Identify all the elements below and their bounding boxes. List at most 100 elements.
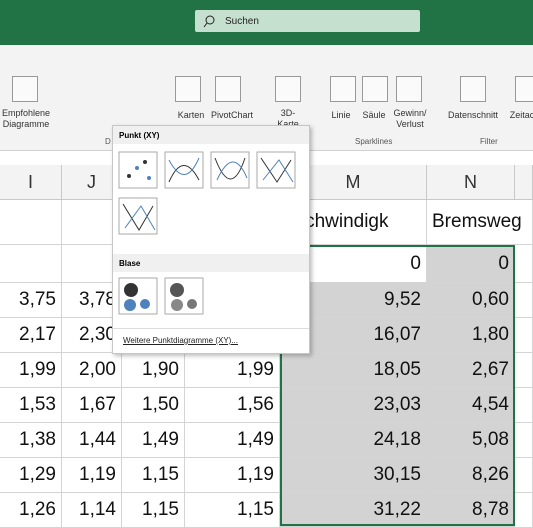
button-label: Zeitac [509,110,533,120]
ribbon-icon[interactable] [215,76,241,102]
button-label: Empfohlene [1,108,51,118]
cell: 0 [427,245,515,283]
button-label: Linie [331,110,351,120]
ribbon-icon[interactable] [12,76,38,102]
cell: 1,99 [0,353,62,388]
ribbon-button[interactable]: Zeitac [492,110,533,121]
bubble-icons [118,277,204,315]
button-label: Gewinn/ [393,108,427,118]
cell: 18,05 [280,353,427,388]
cell: 31,22 [280,493,427,528]
ribbon-button[interactable]: 3D- Karte [258,108,318,130]
more-scatter-link[interactable]: Weitere Punktdiagramme (XY)... [123,336,239,345]
scatter-smooth-icon[interactable] [210,151,250,189]
cell: 24,18 [280,423,427,458]
ribbon-icon[interactable] [460,76,486,102]
scatter-lines-icon[interactable] [118,197,158,235]
cell: 2,67 [427,353,515,388]
group-label: Filter [480,137,498,146]
cell: 1,49 [185,423,280,458]
cell: 1,99 [185,353,280,388]
cell: 1,15 [122,458,185,493]
button-label: Diagramme [2,119,50,129]
cell [515,388,533,423]
ribbon-icon[interactable] [175,76,201,102]
cell [515,200,533,245]
cell [515,245,533,283]
separator [113,328,309,329]
cell: 1,38 [0,423,62,458]
cell: 23,03 [280,388,427,423]
cell: 1,44 [62,423,122,458]
button-label: Datenschnitt [447,110,499,120]
button-label: 3D- [280,108,296,118]
search-icon [203,15,215,28]
cell: 1,80 [427,318,515,353]
ribbon-button[interactable]: Säule [344,110,404,121]
ribbon-icon[interactable] [330,76,356,102]
cell: 1,90 [122,353,185,388]
ribbon-button[interactable]: PivotChart [202,110,262,121]
ribbon-button[interactable]: Karten [161,110,221,121]
ribbon-icon[interactable] [362,76,388,102]
cell: 3,75 [0,283,62,318]
section-header: Blase [113,254,309,272]
ribbon-icon[interactable] [515,76,533,102]
cell [0,200,62,245]
cell: 1,14 [62,493,122,528]
cell: 0,60 [427,283,515,318]
column-header: I [0,165,62,200]
scatter-smooth-markers-icon[interactable] [164,151,204,189]
cell [515,283,533,318]
button-label: Karte [277,119,299,129]
scatter-lines-markers-icon[interactable] [256,151,296,189]
cell: 30,15 [280,458,427,493]
cell: 1,19 [62,458,122,493]
cell: 2,00 [62,353,122,388]
cell [515,353,533,388]
cell: 1,26 [0,493,62,528]
cell: 8,78 [427,493,515,528]
column-header: N [427,165,515,200]
cell: 4,54 [427,388,515,423]
search-box[interactable]: Suchen [195,10,420,32]
cell: 1,19 [185,458,280,493]
scatter-icons [118,151,296,235]
scatter-icon[interactable] [118,151,158,189]
cell: 1,56 [185,388,280,423]
group-label: Sparklines [355,137,393,146]
button-label: Säule [362,110,386,120]
cell [515,318,533,353]
button-label: Verlust [396,119,424,129]
ribbon-icon[interactable] [275,76,301,102]
cell: 5,08 [427,423,515,458]
cell: 2,17 [0,318,62,353]
ribbon-button[interactable]: Gewinn/Verlust [380,108,440,130]
cell [515,423,533,458]
ribbon-icon[interactable] [396,76,422,102]
cell: 1,15 [122,493,185,528]
cell: 1,29 [0,458,62,493]
group-label: D [105,137,111,146]
column-header [515,165,533,200]
bubble-3d-icon[interactable] [164,277,204,315]
ribbon-button[interactable]: Datenschnitt [443,110,503,121]
cell [0,245,62,283]
ribbon-button[interactable]: Linie [311,110,371,121]
search-text: Suchen [225,15,259,27]
button-label: Karten [177,110,205,120]
cell: 1,50 [122,388,185,423]
button-label: PivotChart [210,110,254,120]
cell: 1,49 [122,423,185,458]
cell [515,493,533,528]
cell [515,458,533,493]
cell: 8,26 [427,458,515,493]
section-header: Punkt (XY) [113,126,309,144]
bubble-icon[interactable] [118,277,158,315]
ribbon-button[interactable]: Empfohlene Diagramme [0,108,56,130]
cell: 1,67 [62,388,122,423]
cell: 1,15 [185,493,280,528]
cell: 1,53 [0,388,62,423]
scatter-dropdown: Punkt (XY) Blase Weitere Punktdiagramme … [112,125,310,354]
